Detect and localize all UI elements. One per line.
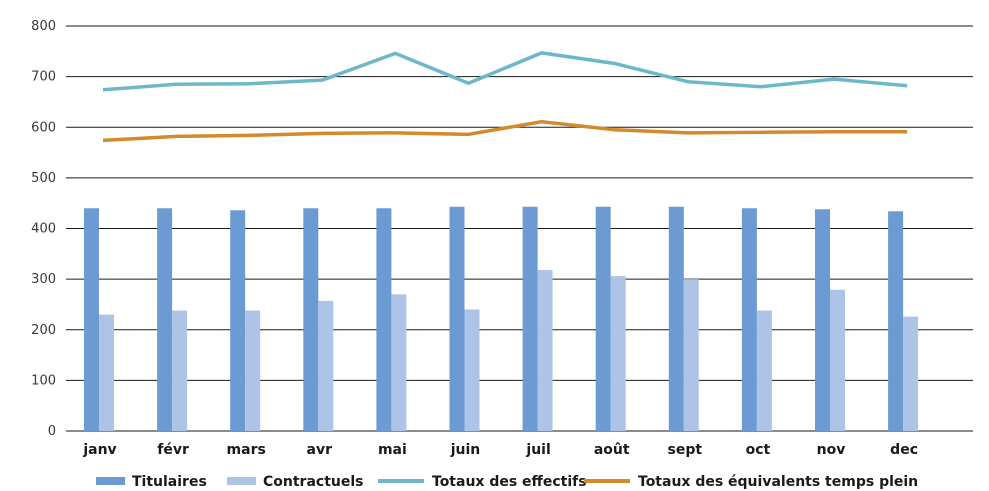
y-tick-label: 200 [31,323,56,338]
series-line-1 [102,119,908,143]
y-tick-label: 400 [31,222,56,237]
bar-titulaires [668,206,684,431]
bar-contractuels [756,310,772,431]
bar-titulaires [376,208,392,431]
y-tick-label: 800 [31,19,56,34]
bar-titulaires [230,210,246,431]
bar-titulaires [888,211,904,431]
legend-swatch [96,477,125,485]
gridlines [66,25,973,432]
legend-label: Totaux des équivalents temps plein [638,474,918,490]
series-line-0 [102,51,908,92]
bar-titulaires [522,206,538,431]
bar-contractuels [391,294,407,431]
x-category-label: mars [227,442,266,458]
x-category-label: avr [307,442,333,458]
x-axis-categories: janv févr mars avr mai juin juil août sept oct nov… [82,442,918,458]
bar-titulaires [303,208,319,431]
legend-label: Contractuels [263,474,364,490]
bar-titulaires [449,206,465,431]
bar-titulaires [84,208,99,431]
legend-label: Titulaires [132,474,207,490]
y-tick-label: 600 [31,120,56,135]
y-tick-label: 700 [31,70,56,85]
x-category-label: juil [525,442,550,458]
bar-contractuels [245,310,261,431]
bar-titulaires [741,208,757,431]
x-category-label: nov [817,442,846,458]
legend-swatch [378,479,424,483]
x-category-label: févr [157,442,189,458]
x-category-label: janv [82,442,116,458]
bar-titulaires [157,208,173,431]
y-tick-label: 500 [31,171,56,186]
y-tick-label: 300 [31,272,56,287]
legend-swatch [584,479,630,483]
bar-contractuels [830,289,845,431]
y-tick-label: 100 [31,373,56,388]
x-category-label: août [594,442,630,458]
bar-contractuels [537,270,553,431]
x-category-label: oct [746,442,771,458]
legend-label: Totaux des effectifs [432,474,587,490]
bar-contractuels [610,276,626,431]
x-category-label: sept [668,442,703,458]
bar-contractuels [464,309,480,431]
bars [84,206,919,431]
x-category-label: dec [890,442,918,458]
bar-titulaires [815,209,830,431]
legend: Titulaires Contractuels Totaux des effecti… [96,474,918,490]
bar-contractuels [99,314,114,431]
y-axis-ticks: 0 100 200 300 400 500 600 700 800 [31,19,56,439]
bar-contractuels [903,316,919,431]
x-category-label: juin [450,442,481,458]
legend-swatch [227,477,256,485]
bar-titulaires [595,206,611,431]
bar-contractuels [172,310,188,431]
x-category-label: mai [378,442,407,458]
bar-contractuels [318,300,334,431]
lines [102,51,908,143]
y-tick-label: 0 [48,424,56,439]
bar-contractuels [683,279,699,431]
